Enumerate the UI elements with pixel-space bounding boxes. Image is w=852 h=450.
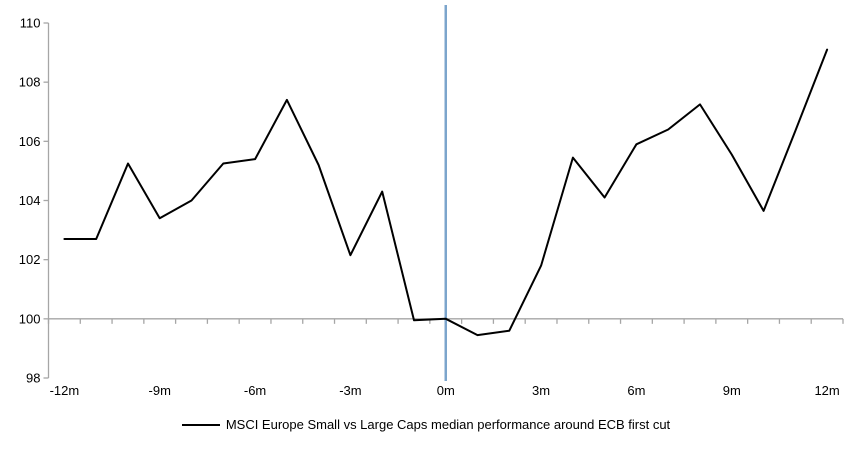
x-tick-label: 3m (532, 383, 550, 398)
y-tick-label: 102 (19, 252, 41, 267)
y-tick-label: 100 (19, 311, 41, 326)
series-line (63, 48, 829, 337)
y-tick-label: 98 (26, 371, 40, 386)
y-tick-label: 110 (20, 16, 41, 31)
x-tick-label: -3m (339, 383, 361, 398)
x-tick-label: 9m (723, 383, 741, 398)
x-tick-label: 12m (814, 383, 839, 398)
legend-line-swatch (181, 423, 220, 426)
y-tick-label: 106 (19, 134, 41, 149)
legend-label: MSCI Europe Small vs Large Caps median p… (225, 417, 671, 432)
y-tick-label: 108 (19, 75, 41, 90)
x-tick-label: -6m (244, 383, 266, 398)
y-tick-label: 104 (19, 193, 41, 208)
x-tick-label: 0m (437, 383, 455, 398)
x-tick-label: -12m (50, 383, 80, 398)
x-tick-label: 6m (627, 383, 645, 398)
x-tick-label: -9m (149, 383, 171, 398)
chart-legend: MSCI Europe Small vs Large Caps median p… (0, 417, 852, 432)
